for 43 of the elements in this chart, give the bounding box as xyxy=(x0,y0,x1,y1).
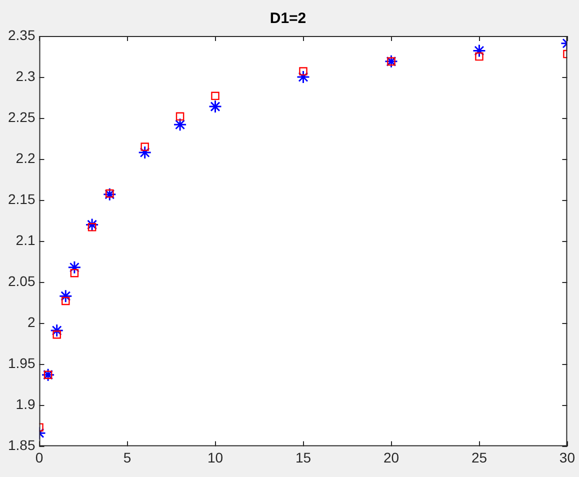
y-tick-label: 2.35 xyxy=(8,26,36,43)
point xyxy=(102,188,116,202)
point xyxy=(85,218,99,232)
point xyxy=(208,100,222,114)
point xyxy=(384,54,398,68)
y-tick-label: 1.85 xyxy=(8,437,36,454)
point xyxy=(88,223,96,232)
y-tick-label: 2.15 xyxy=(8,190,36,207)
x-tick-label: 0 xyxy=(35,449,44,466)
point xyxy=(62,296,70,306)
y-tick-label: 2.25 xyxy=(8,108,36,125)
y-tick-label: 2.3 xyxy=(16,68,36,84)
y-tick-label: 2.2 xyxy=(16,150,36,166)
x-tick-label: 20 xyxy=(383,449,400,466)
point xyxy=(58,289,72,303)
y-tick-label: 1.95 xyxy=(8,355,36,372)
y-tick-label: 2 xyxy=(27,314,36,330)
x-tick-label: 25 xyxy=(471,449,488,466)
point xyxy=(106,189,114,198)
point xyxy=(50,324,64,338)
point xyxy=(475,52,484,61)
point xyxy=(472,44,486,58)
x-tick-label: 30 xyxy=(559,449,576,466)
x-tick-label: 15 xyxy=(295,449,312,466)
point xyxy=(41,368,55,382)
y-tick-label: 1.9 xyxy=(16,396,36,412)
chart-title: D1=2 xyxy=(270,10,306,28)
y-tick-label: 2.1 xyxy=(16,232,36,248)
point xyxy=(176,112,184,121)
point xyxy=(296,70,310,84)
point xyxy=(140,142,149,151)
point xyxy=(387,57,396,66)
point xyxy=(44,370,52,379)
x-tick-label: 10 xyxy=(207,449,224,466)
point xyxy=(299,67,308,76)
point xyxy=(70,268,79,278)
y-tick-label: 2.05 xyxy=(8,272,36,289)
point xyxy=(173,118,187,132)
x-tick-label: 5 xyxy=(123,449,132,466)
point xyxy=(138,146,152,160)
point xyxy=(52,330,61,339)
point xyxy=(68,260,82,274)
point xyxy=(211,92,220,100)
